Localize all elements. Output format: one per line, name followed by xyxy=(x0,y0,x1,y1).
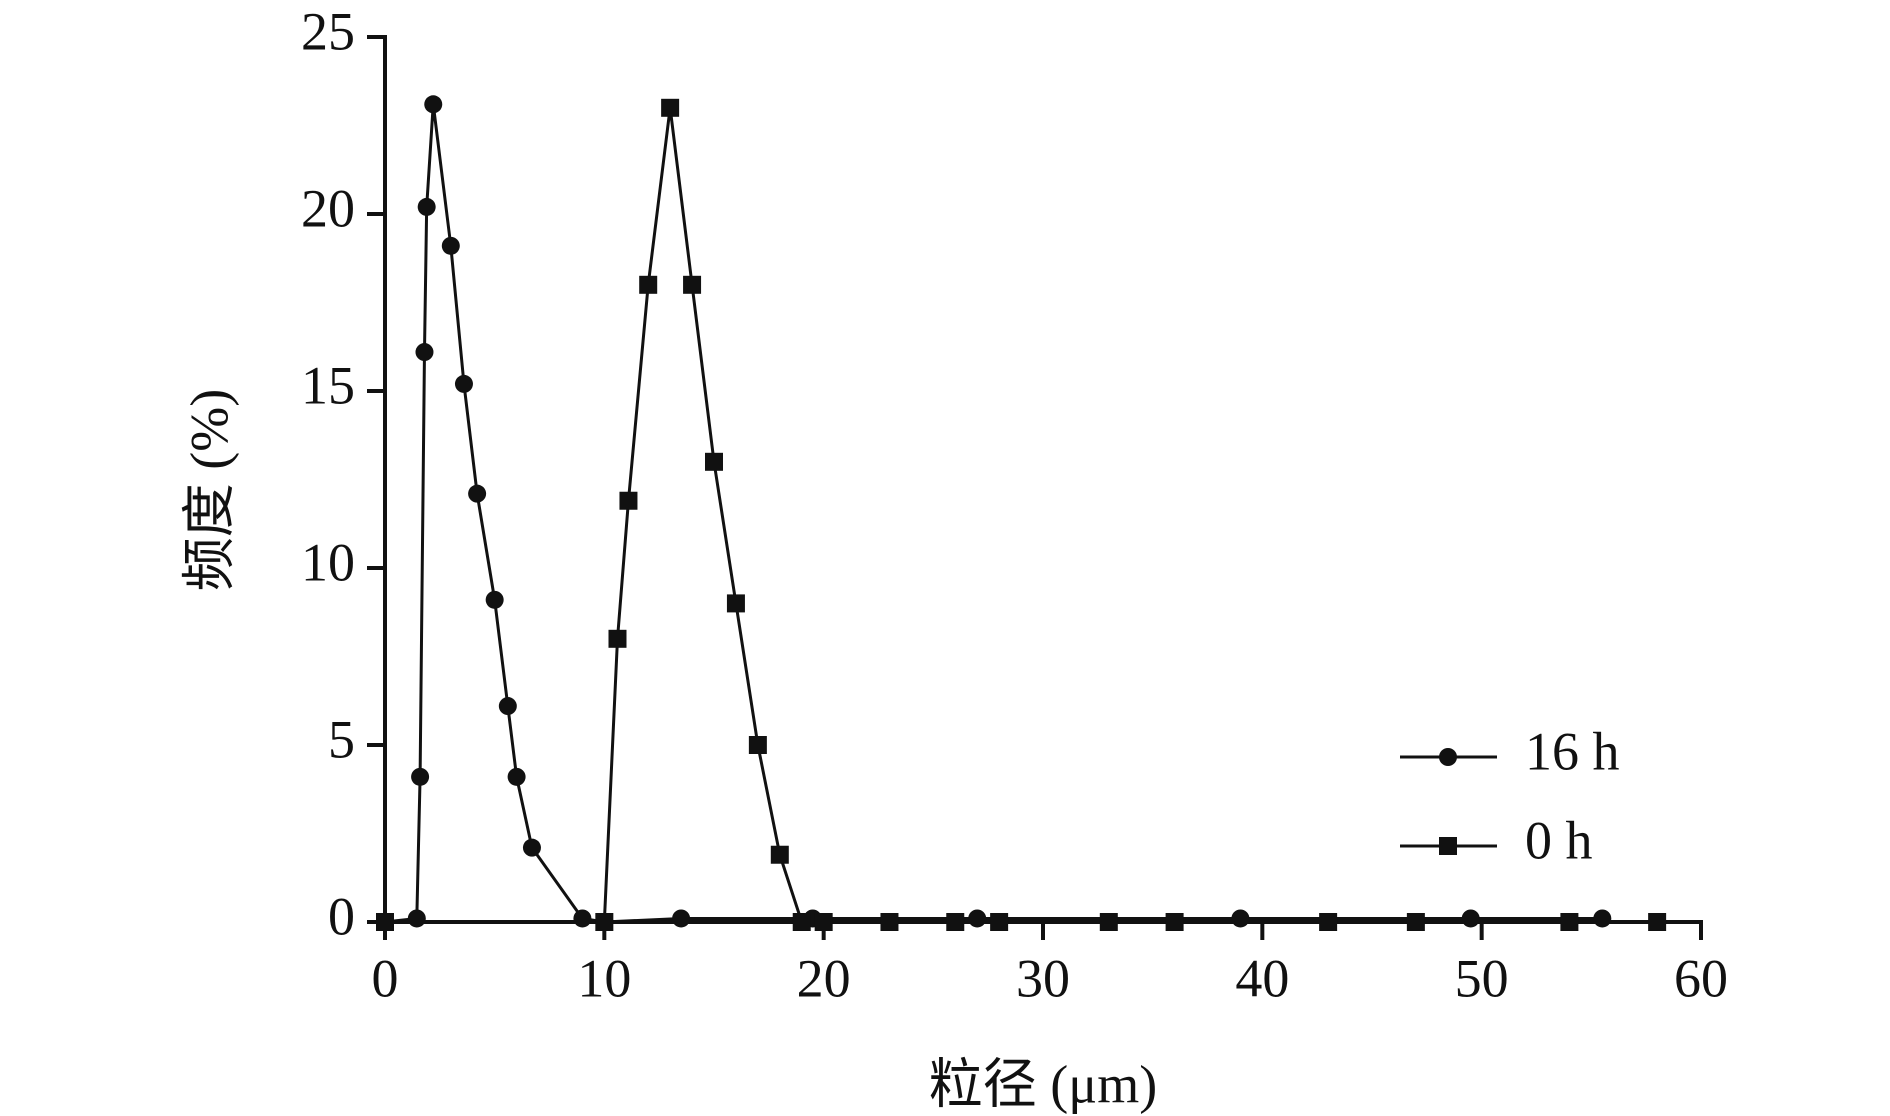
data-point xyxy=(485,590,504,609)
x-tick-label: 0 xyxy=(372,948,399,1008)
legend-label: 0 h xyxy=(1525,810,1593,870)
x-tick-label: 20 xyxy=(797,948,851,1008)
data-point xyxy=(417,197,436,216)
series-line xyxy=(385,107,1658,924)
y-tick-label: 0 xyxy=(328,886,355,946)
data-point xyxy=(946,913,965,931)
data-point xyxy=(726,594,745,613)
data-point xyxy=(1560,913,1579,931)
data-point xyxy=(1165,913,1184,931)
legend-marker xyxy=(1439,748,1457,766)
data-point xyxy=(1461,909,1480,928)
data-point xyxy=(1319,913,1338,931)
data-point xyxy=(880,913,899,931)
data-point xyxy=(639,275,658,294)
y-axis-label: 频度 (%) xyxy=(179,389,239,591)
data-point xyxy=(498,697,517,716)
data-point xyxy=(770,845,789,864)
data-point xyxy=(573,909,592,928)
data-point xyxy=(748,736,767,754)
y-tick-label: 25 xyxy=(301,1,355,61)
x-tick-label: 10 xyxy=(577,948,631,1008)
data-point xyxy=(990,913,1009,931)
data-point xyxy=(608,629,627,648)
series-line xyxy=(384,104,1603,924)
data-point xyxy=(1099,913,1118,931)
y-tick-label: 5 xyxy=(328,709,355,769)
y-tick-label: 20 xyxy=(301,178,355,238)
data-point xyxy=(507,767,526,786)
data-point xyxy=(1406,913,1425,931)
data-point xyxy=(1648,913,1667,931)
y-tick-label: 15 xyxy=(301,355,355,415)
data-point xyxy=(415,343,434,362)
data-point xyxy=(411,767,430,786)
data-point xyxy=(661,98,680,117)
data-point xyxy=(968,909,987,928)
legend-marker xyxy=(1439,837,1457,855)
data-point xyxy=(814,913,833,931)
data-point xyxy=(1593,909,1612,928)
data-point xyxy=(522,838,541,857)
data-point xyxy=(424,95,443,114)
legend-label: 16 h xyxy=(1525,721,1620,781)
x-tick-label: 30 xyxy=(1016,948,1070,1008)
data-point xyxy=(792,913,811,931)
data-point xyxy=(454,374,473,393)
data-point xyxy=(407,909,426,928)
x-axis-label: 粒径 (μm) xyxy=(929,1054,1157,1114)
data-point xyxy=(468,484,487,503)
data-point xyxy=(683,275,702,294)
data-point xyxy=(705,452,723,471)
data-point xyxy=(672,909,691,928)
x-tick-label: 60 xyxy=(1674,948,1728,1008)
x-tick-label: 40 xyxy=(1235,948,1289,1008)
x-tick-label: 50 xyxy=(1455,948,1509,1008)
data-point xyxy=(595,913,614,931)
data-point xyxy=(619,491,638,510)
data-point xyxy=(1231,909,1250,928)
data-point xyxy=(441,236,460,255)
y-tick-label: 10 xyxy=(301,532,355,592)
data-point xyxy=(376,913,394,931)
